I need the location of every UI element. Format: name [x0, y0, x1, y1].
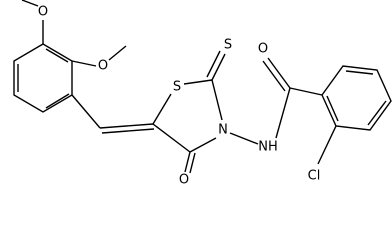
double-bond: [45, 93, 70, 109]
atom-label: O: [98, 59, 108, 74]
atom-label: Cl: [308, 169, 321, 184]
double-bond: [101, 128, 155, 134]
atom-label: N: [218, 123, 228, 138]
double-bond: [189, 152, 196, 174]
double-bond: [184, 151, 191, 173]
bond: [317, 125, 337, 165]
benzene-ring-right: [321, 65, 392, 131]
bond: [189, 137, 217, 153]
double-bond: [45, 48, 69, 63]
benzene-ring-left: [13, 43, 73, 113]
atom-labels: O O S S O N NH O Cl: [38, 5, 320, 188]
bond: [211, 79, 223, 121]
bond: [99, 123, 154, 129]
bond: [152, 93, 172, 125]
structure-diagram: O O S S O N NH O Cl: [13, 0, 392, 188]
bond: [71, 60, 97, 67]
double-bond: [206, 50, 221, 78]
bond: [71, 94, 101, 129]
bond: [289, 87, 323, 96]
bond: [21, 0, 39, 7]
double-bond: [211, 53, 226, 81]
atom-label: O: [179, 173, 189, 188]
bonds: [13, 0, 392, 174]
double-bond: [345, 70, 374, 75]
double-bond: [262, 60, 286, 92]
bond: [275, 87, 291, 139]
bond: [183, 79, 213, 85]
atom-label: S: [173, 80, 181, 95]
double-bond: [267, 57, 291, 89]
atom-label: O: [258, 42, 268, 57]
double-bond: [367, 100, 387, 126]
bond: [152, 123, 191, 153]
atom-label: O: [38, 5, 48, 20]
bond: [229, 132, 259, 145]
bond: [108, 45, 127, 61]
double-bond: [326, 95, 339, 122]
atom-label: NH: [258, 140, 278, 155]
atom-label: S: [224, 38, 232, 53]
